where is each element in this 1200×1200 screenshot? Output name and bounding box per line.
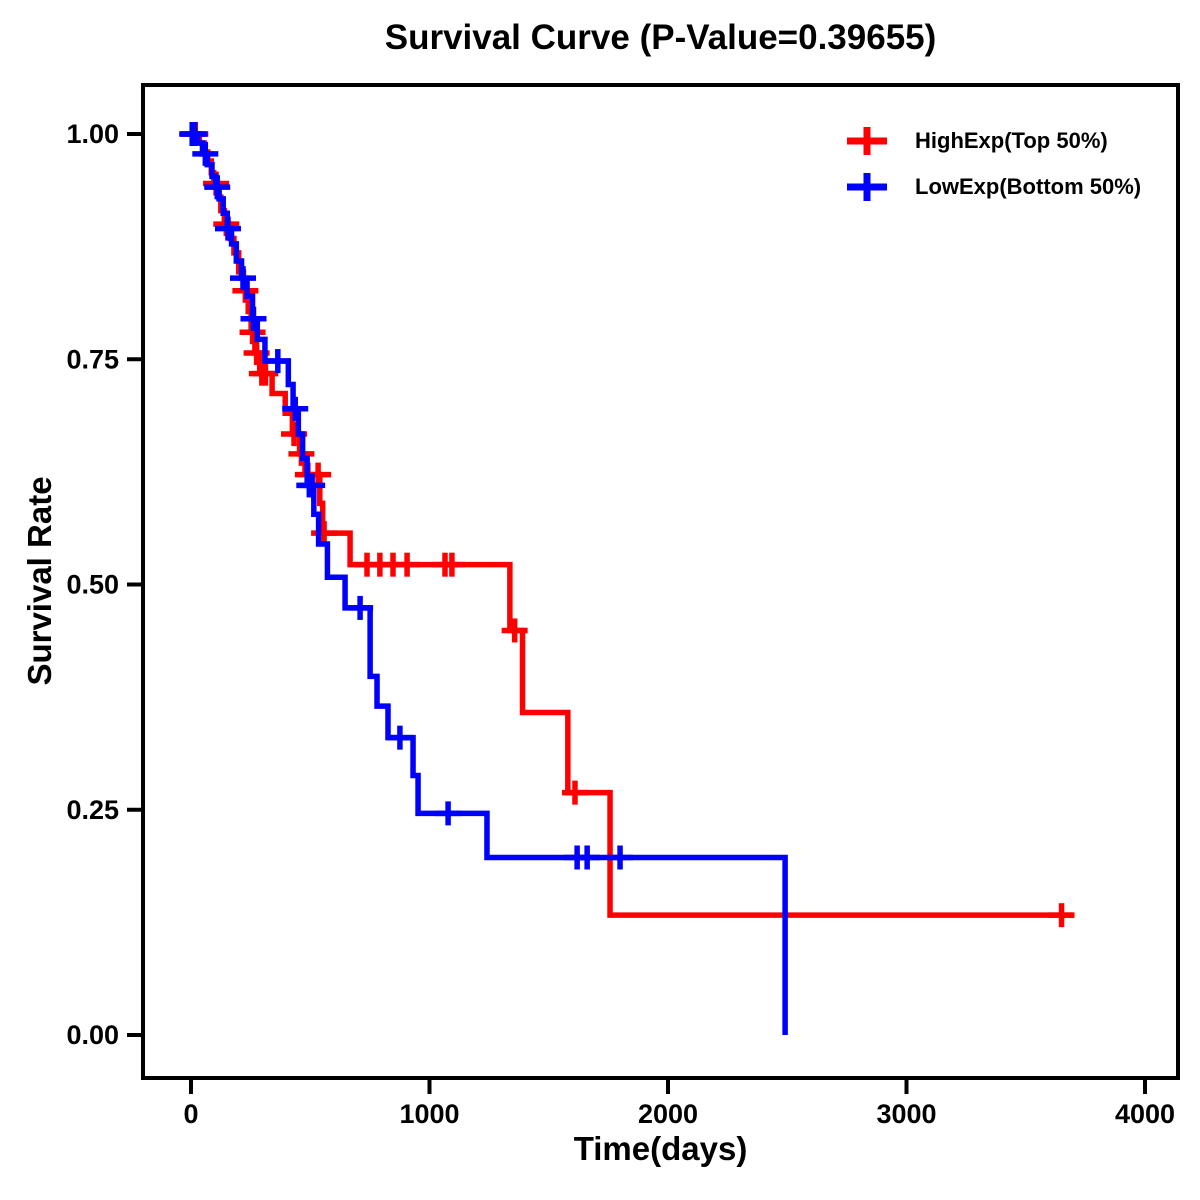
chart-title: Survival Curve (P-Value=0.39655) [384,18,937,57]
legend-item-lowexp: LowExp(Bottom 50%) [845,164,1141,210]
legend-label-highexp: HighExp(Top 50%) [915,128,1108,153]
x-tick-label: 3000 [876,1099,936,1129]
x-tick-label: 4000 [1115,1099,1175,1129]
legend-item-highexp: HighExp(Top 50%) [845,118,1141,164]
y-tick-label: 0.25 [66,795,119,825]
legend-label-lowexp: LowExp(Bottom 50%) [915,174,1142,199]
plot-frame [141,83,1180,1080]
y-tick-label: 0.75 [66,344,119,374]
highexp-plus-icon [847,127,887,155]
legend: HighExp(Top 50%) LowExp(Bottom 50%) [845,118,1141,210]
y-tick-label: 0.50 [66,570,119,600]
x-tick-label: 0 [183,1099,198,1129]
x-tick-label: 1000 [399,1099,459,1129]
lowexp-curve [191,131,788,1035]
x-axis-label: Time(days) [573,1130,748,1167]
y-tick-label: 0.00 [66,1020,119,1050]
lowexp-plus-icon [847,173,887,201]
x-tick-label: 2000 [638,1099,698,1129]
y-tick-label: 1.00 [66,119,119,149]
